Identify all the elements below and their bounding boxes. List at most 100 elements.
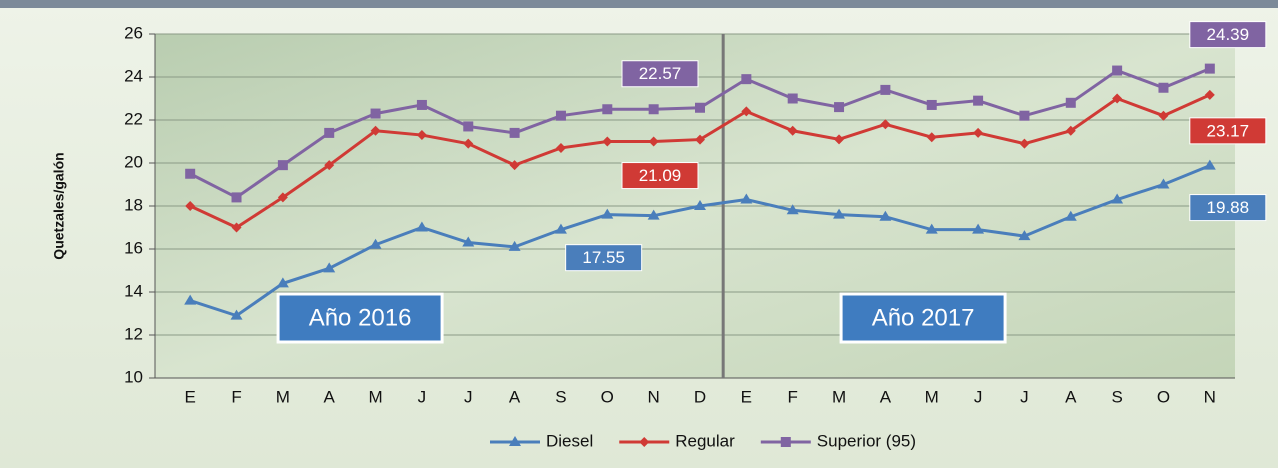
point <box>695 102 705 113</box>
point <box>880 119 891 130</box>
data-label: 19.88 <box>1207 198 1250 217</box>
top-bar <box>0 0 1278 8</box>
x-tick-label: E <box>185 387 196 406</box>
point <box>1158 110 1169 121</box>
point <box>509 160 520 171</box>
point <box>741 106 752 117</box>
point <box>786 204 799 215</box>
point <box>694 200 706 210</box>
point <box>926 99 937 110</box>
point <box>1018 230 1031 241</box>
point <box>973 95 984 106</box>
point <box>601 208 614 219</box>
point <box>1204 63 1215 74</box>
x-tick-label: M <box>925 387 939 406</box>
x-tick-label: J <box>974 387 983 406</box>
point <box>879 210 892 221</box>
data-label-box <box>1189 117 1267 145</box>
point <box>648 104 659 115</box>
y-tick-label: 22 <box>124 109 143 128</box>
point <box>1203 159 1216 170</box>
data-label: 22.57 <box>639 64 682 83</box>
point <box>834 102 845 113</box>
y-tick-label: 20 <box>124 152 143 171</box>
annotation-box <box>276 292 444 344</box>
point <box>973 127 984 138</box>
y-tick-label: 10 <box>124 367 143 386</box>
point <box>555 142 566 153</box>
point <box>185 201 196 211</box>
x-tick-label: N <box>648 387 660 406</box>
data-label: 17.55 <box>582 248 625 267</box>
y-tick-label: 26 <box>124 23 143 42</box>
x-tick-label: M <box>832 387 846 406</box>
point <box>787 93 798 104</box>
point <box>972 223 985 234</box>
x-tick-label: A <box>1065 387 1077 406</box>
x-tick-label: A <box>324 387 336 406</box>
x-tick-label: E <box>741 387 752 406</box>
x-tick-label: M <box>276 387 290 406</box>
x-tick-label: A <box>509 387 521 406</box>
data-label-box <box>1189 21 1267 49</box>
point <box>925 223 938 234</box>
point <box>509 436 521 446</box>
point <box>509 127 520 138</box>
point <box>880 84 891 95</box>
data-label-box <box>621 60 699 88</box>
point <box>602 136 613 147</box>
data-label-box <box>1189 194 1267 222</box>
point <box>463 121 474 132</box>
point <box>554 223 567 234</box>
point <box>639 437 650 447</box>
point <box>787 125 798 136</box>
point <box>277 192 288 203</box>
y-tick-label: 12 <box>124 324 143 343</box>
x-tick-label: F <box>231 387 241 406</box>
annotation: Año 2016 <box>309 304 412 331</box>
point <box>555 110 566 121</box>
point <box>1158 82 1169 93</box>
point <box>647 209 660 220</box>
point <box>926 132 937 143</box>
point <box>370 108 381 119</box>
x-tick-label: S <box>555 387 566 406</box>
point <box>462 236 475 247</box>
data-label-box <box>621 162 699 190</box>
point <box>415 221 428 232</box>
x-tick-label: M <box>368 387 382 406</box>
x-tick-label: J <box>418 387 427 406</box>
legend-label: Superior (95) <box>817 431 916 450</box>
x-tick-label: F <box>788 387 798 406</box>
point <box>1019 110 1030 121</box>
x-tick-label: J <box>1020 387 1029 406</box>
point <box>1111 193 1124 204</box>
y-tick-label: 18 <box>124 195 143 214</box>
point <box>1204 89 1215 100</box>
point <box>508 240 521 251</box>
y-axis-title: Quetzales/galón <box>51 152 67 259</box>
data-label: 21.09 <box>639 166 682 185</box>
point <box>369 238 382 249</box>
point <box>323 262 336 273</box>
x-tick-label: O <box>601 387 614 406</box>
point <box>1112 93 1123 104</box>
annotation-box <box>839 292 1007 344</box>
x-tick-label: O <box>1157 387 1170 406</box>
point <box>185 168 196 179</box>
point <box>230 309 243 320</box>
point <box>1157 178 1170 189</box>
point <box>1064 210 1077 221</box>
point <box>602 104 613 115</box>
point <box>416 99 427 110</box>
point <box>834 134 845 145</box>
point <box>741 74 752 85</box>
y-tick-label: 14 <box>124 281 143 300</box>
x-tick-label: A <box>880 387 892 406</box>
point <box>231 192 242 203</box>
x-tick-label: N <box>1204 387 1216 406</box>
point <box>740 193 753 204</box>
y-tick-label: 16 <box>124 238 143 257</box>
point <box>780 437 791 447</box>
